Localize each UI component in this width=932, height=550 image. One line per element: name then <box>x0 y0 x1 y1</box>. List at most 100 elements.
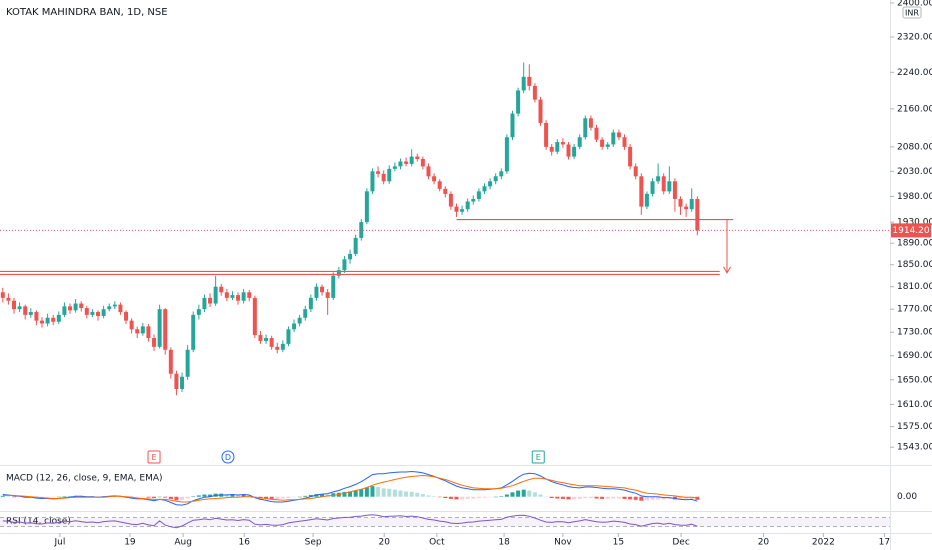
candle-body <box>0 292 5 298</box>
candle-body <box>191 314 196 350</box>
candle-body <box>644 193 649 207</box>
candle-body <box>510 113 515 138</box>
candle-body <box>129 320 134 330</box>
candle-body <box>420 159 425 167</box>
candle-body <box>96 312 101 317</box>
macd-title: MACD (12, 26, close, 9, EMA, EMA) <box>6 474 163 484</box>
candle-body <box>650 181 655 194</box>
macd-bar <box>409 491 414 497</box>
event-badge <box>221 450 235 464</box>
candle-body <box>17 306 22 310</box>
candle-body <box>140 326 145 334</box>
candle-body <box>465 201 470 210</box>
y-tick-label: 1810.00 <box>897 282 932 292</box>
macd-bar <box>247 494 252 497</box>
candle-body <box>168 349 173 374</box>
macd-bar <box>622 496 627 499</box>
y-tick-label: 1543.00 <box>897 443 932 453</box>
macd-bar <box>504 494 509 497</box>
candle-body <box>616 132 621 138</box>
candle-body <box>544 122 549 147</box>
macd-bar <box>135 496 140 498</box>
y-tick-label: 1890.00 <box>897 239 932 249</box>
macd-bar <box>420 494 425 497</box>
macd-bar <box>0 495 5 497</box>
candle-body <box>560 142 565 145</box>
macd-bar <box>275 496 280 499</box>
macd-bar <box>303 495 308 497</box>
macd-bar <box>549 496 554 499</box>
candle-body <box>124 312 129 321</box>
candle-body <box>359 222 364 238</box>
y-tick-label: 1575.00 <box>897 422 932 432</box>
candle-body <box>314 286 319 298</box>
macd-bar <box>650 496 655 500</box>
candle-body <box>678 198 683 207</box>
macd-bar <box>157 496 162 498</box>
macd-bar <box>320 494 325 497</box>
candle-body <box>387 168 392 182</box>
y-tick-label: 1650.00 <box>897 375 932 385</box>
macd-bar <box>264 496 269 499</box>
candle-body <box>180 376 185 389</box>
macd-bar <box>163 496 168 498</box>
candle-body <box>6 297 11 301</box>
y-tick-label: 1980.00 <box>897 192 932 202</box>
macd-bar <box>499 496 504 497</box>
candle-body <box>549 146 554 152</box>
candle-body <box>45 317 50 324</box>
candle-body <box>230 295 235 298</box>
macd-bar <box>280 496 285 499</box>
candle-body <box>308 297 313 310</box>
macd-line <box>2 474 698 503</box>
last-price-box <box>891 223 931 238</box>
candle-body <box>398 161 403 167</box>
y-tick-label: 2320.00 <box>897 33 932 43</box>
candle-body <box>404 161 409 164</box>
macd-bar <box>118 496 123 498</box>
candle-body <box>488 181 493 187</box>
macd-bar <box>695 496 700 500</box>
macd-bar <box>258 496 263 499</box>
x-tick-label: 19 <box>124 538 136 548</box>
x-tick-label: 18 <box>498 538 510 548</box>
event-label: E <box>151 453 156 462</box>
macd-bar <box>560 496 565 499</box>
macd-bar <box>656 496 661 500</box>
macd-bar <box>555 496 560 499</box>
macd-bar <box>387 488 392 497</box>
macd-bar <box>353 490 358 497</box>
macd-bar <box>168 496 173 499</box>
candle-body <box>336 270 341 276</box>
candle-body <box>90 312 95 315</box>
candle-body <box>566 144 571 157</box>
macd-bar <box>538 494 543 497</box>
y-tick-label: 1850.00 <box>897 260 932 270</box>
candle-body <box>667 181 672 192</box>
candle-body <box>163 309 168 350</box>
macd-bar <box>572 496 577 500</box>
candle-body <box>605 144 610 147</box>
candle-body <box>241 292 246 301</box>
macd-bar <box>230 494 235 497</box>
x-tick-label: 20 <box>758 538 770 548</box>
y-tick-label: 2080.00 <box>897 142 932 152</box>
candle-body <box>28 312 33 315</box>
macd-bar <box>392 489 397 497</box>
macd-bar <box>588 496 593 499</box>
candle-body <box>381 173 386 182</box>
candle-body <box>208 297 213 304</box>
candle-body <box>51 317 56 322</box>
macd-bar <box>415 492 420 497</box>
candle-body <box>196 309 201 315</box>
candle-body <box>252 297 257 336</box>
y-tick-label: 1610.00 <box>897 400 932 410</box>
candle-body <box>527 76 532 86</box>
candle-body <box>633 166 638 177</box>
macd-bar <box>62 496 67 497</box>
candle-body <box>247 292 252 298</box>
event-label: E <box>536 453 541 462</box>
candle-body <box>376 171 381 174</box>
candle-body <box>583 118 588 138</box>
macd-bar <box>493 496 498 498</box>
